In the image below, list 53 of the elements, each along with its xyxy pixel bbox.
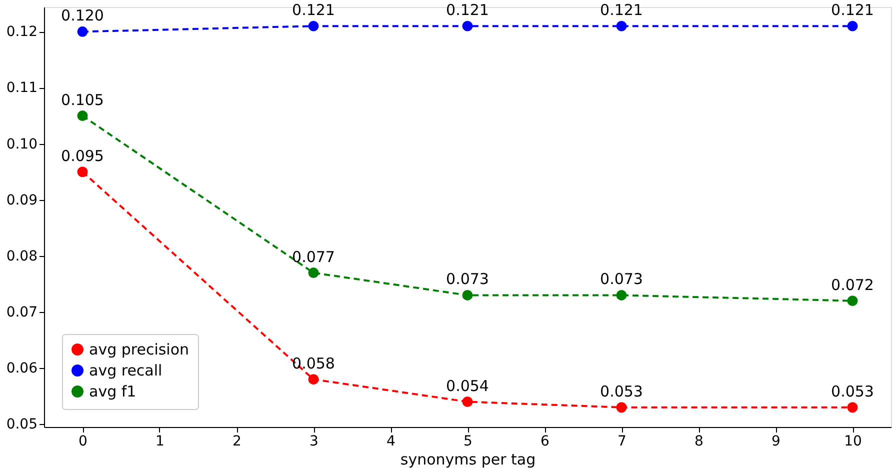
x-tick-label: 2: [232, 434, 242, 450]
legend-label: avg recall: [89, 362, 162, 380]
point: [308, 268, 319, 278]
point: [77, 26, 88, 37]
data-label: 0.073: [600, 270, 643, 288]
data-label: 0.121: [600, 1, 643, 20]
x-tick-label: 6: [540, 434, 550, 450]
y-tick-label: 0.05: [6, 416, 38, 433]
y-tick-label: 0.12: [6, 24, 38, 40]
data-label: 0.053: [831, 382, 874, 400]
data-label: 0.120: [61, 6, 104, 25]
point: [616, 290, 627, 300]
data-label: 0.054: [446, 376, 489, 395]
data-label: 0.105: [61, 90, 104, 109]
data-label: 0.121: [292, 1, 335, 20]
data-label: 0.073: [446, 270, 489, 288]
x-tick-label: 4: [386, 434, 396, 450]
x-tick-label: 0: [78, 434, 88, 450]
data-label: 0.121: [831, 1, 874, 20]
point: [847, 402, 858, 413]
legend-label: avg precision: [89, 340, 190, 358]
data-label: 0.121: [446, 1, 489, 20]
y-tick-label: 0.11: [6, 80, 38, 96]
legend-label: avg f1: [89, 382, 136, 400]
point: [308, 20, 319, 32]
point: [847, 296, 858, 306]
y-tick-label: 0.08: [6, 248, 38, 264]
point: [462, 396, 473, 407]
x-tick-label: 5: [464, 434, 472, 450]
data-label: 0.072: [831, 276, 874, 294]
y-tick-label: 0.09: [6, 192, 38, 208]
point: [77, 110, 88, 122]
y-tick-label: 0.07: [6, 304, 38, 321]
point: [616, 20, 627, 32]
y-tick-label: 0.10: [6, 136, 38, 152]
x-tick-label: 1: [156, 434, 164, 450]
x-tick-label: 9: [772, 434, 780, 450]
x-tick-label: 7: [618, 434, 626, 450]
data-label: 0.058: [292, 354, 335, 372]
point: [462, 290, 473, 300]
x-tick-label: 8: [694, 434, 704, 450]
data-label: 0.077: [292, 248, 335, 266]
y-tick-label: 0.06: [6, 360, 38, 377]
data-label: 0.095: [61, 146, 104, 165]
data-label: 0.053: [600, 382, 643, 400]
point: [847, 20, 858, 32]
point: [77, 166, 88, 178]
x-tick-label: 3: [310, 434, 318, 450]
x-axis-title: synonyms per tag: [400, 450, 536, 468]
x-tick-label: 10: [844, 434, 862, 450]
point: [308, 374, 319, 385]
point: [462, 20, 473, 32]
point: [616, 402, 627, 413]
